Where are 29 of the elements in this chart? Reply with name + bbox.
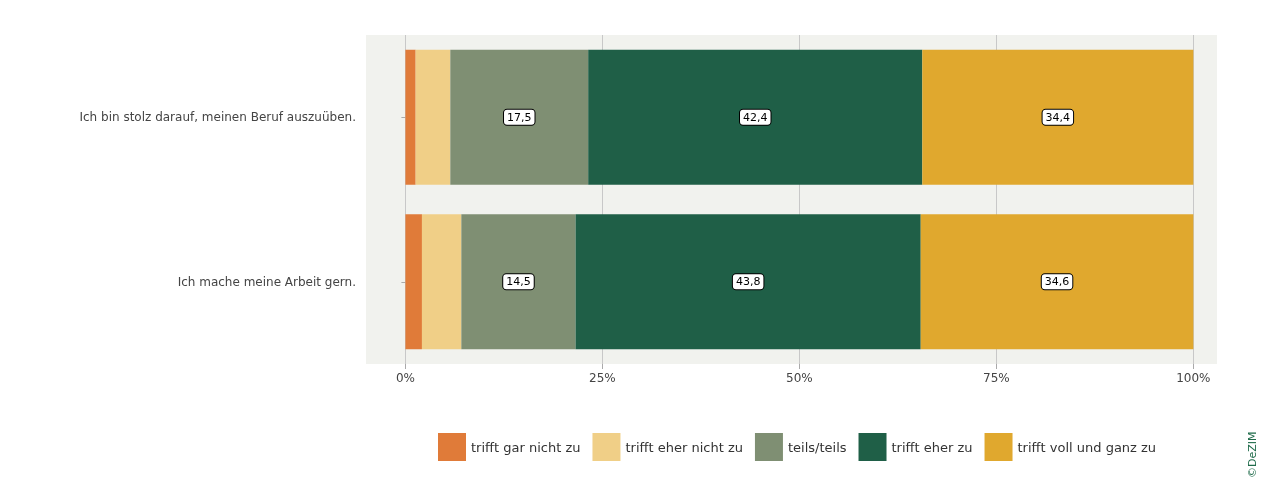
bar: [405, 49, 416, 185]
legend-label: trifft eher nicht zu: [625, 439, 743, 455]
legend-label: teils/teils: [787, 439, 847, 455]
legend-label: trifft gar nicht zu: [471, 439, 581, 455]
data-label: 42,4: [743, 110, 768, 124]
x-tick-label: 0%: [395, 371, 415, 385]
text: ©DeZIM: [1246, 431, 1259, 478]
y-tick-label: Ich mache meine Arbeit gern.: [177, 274, 356, 289]
data-label: 14,5: [506, 275, 531, 289]
bar: [415, 49, 451, 185]
bar: [575, 214, 921, 350]
data-label: 34,4: [1045, 110, 1071, 124]
y-tick-label: Ich bin stolz darauf, meinen Beruf auszuüben.: [79, 110, 356, 125]
legend-label: trifft voll und ganz zu: [1017, 439, 1157, 455]
data-label: 43,8: [735, 275, 761, 289]
bar: [588, 49, 923, 185]
bar: [421, 214, 462, 350]
bar: [922, 49, 1194, 185]
x-tick-label: 25%: [589, 371, 616, 385]
bar: [405, 214, 422, 350]
x-tick-label: 75%: [983, 371, 1010, 385]
legend-label: trifft eher zu: [891, 439, 973, 455]
x-tick-label: 50%: [786, 371, 813, 385]
bar: [461, 214, 576, 350]
bar: [450, 49, 589, 185]
data-label: 17,5: [507, 110, 532, 124]
x-tick-label: 100%: [1176, 371, 1211, 385]
bar: [920, 214, 1194, 350]
data-label: 34,6: [1044, 275, 1070, 289]
